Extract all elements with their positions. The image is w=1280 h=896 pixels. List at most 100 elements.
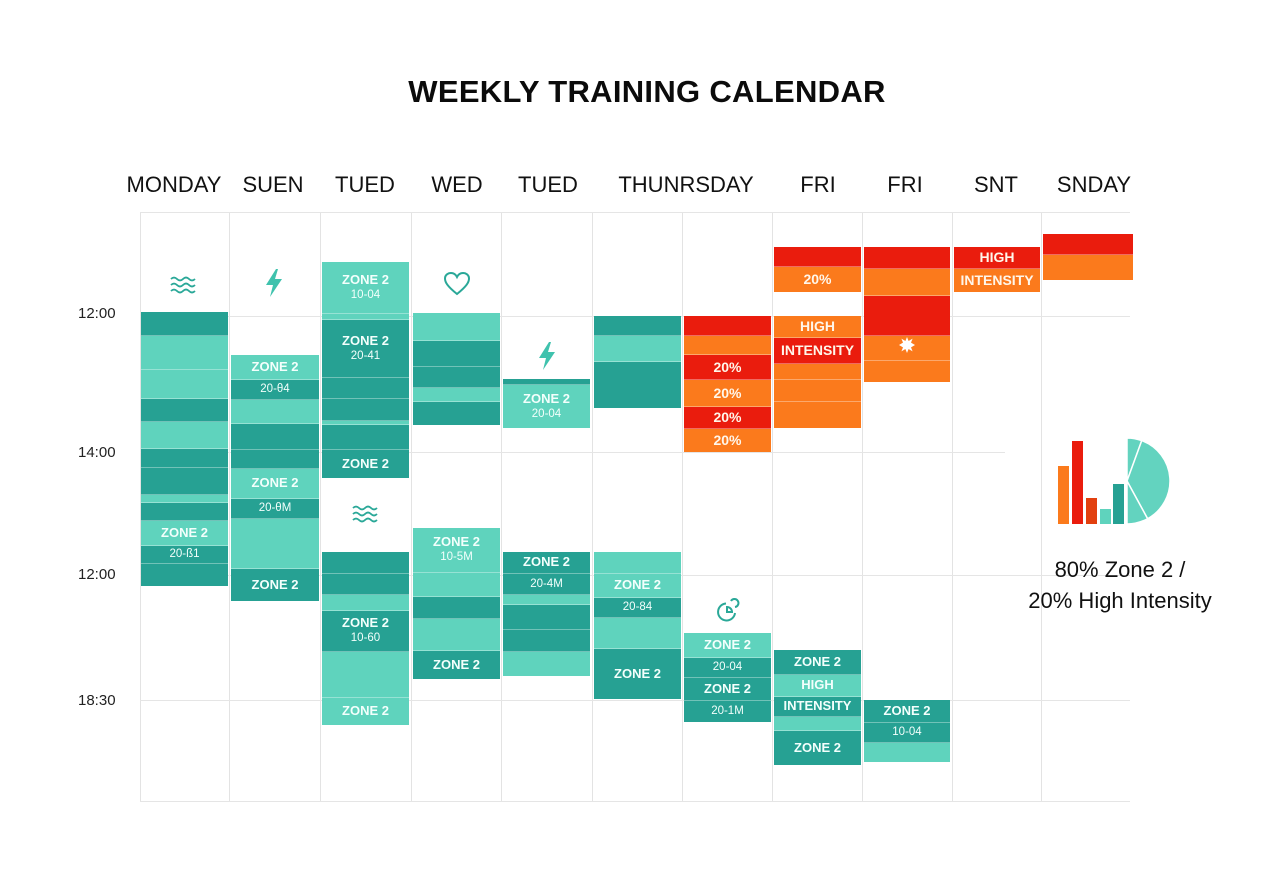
time-label: 18:30	[78, 692, 116, 709]
block-segment	[594, 618, 681, 649]
high-intensity-session-block[interactable]: HIGH INTENSITY	[774, 316, 861, 428]
zone2-session-block[interactable]: ZONE 2 20-04	[503, 379, 590, 428]
block-segment: INTENSITY	[774, 338, 861, 364]
block-segment	[141, 399, 228, 422]
segment-label: ZONE 2	[794, 739, 841, 755]
block-segment	[594, 362, 681, 408]
block-segment	[322, 425, 409, 450]
day-header: TUED	[335, 172, 395, 197]
day-header: SNT	[974, 172, 1018, 197]
block-segment: ZONE 2	[684, 633, 771, 658]
block-segment	[684, 316, 771, 336]
zone2-session-block[interactable]	[413, 313, 500, 425]
segment-label: INTENSITY	[783, 698, 852, 714]
grid-column-line	[592, 212, 593, 802]
grid-column-line	[140, 212, 141, 802]
waves-icon	[168, 274, 198, 296]
zone2-session-block[interactable]	[594, 316, 681, 408]
zone2-session-block[interactable]: ZONE 2 HIGH INTENSITY ZONE 2	[774, 650, 861, 765]
zone2-session-block[interactable]: ZONE 2 20-84 ZONE 2	[594, 552, 681, 699]
high-intensity-session-block[interactable]	[864, 247, 950, 382]
summary-chart	[1000, 430, 1240, 535]
block-segment: ZONE 2	[231, 355, 319, 380]
grid-column-line	[411, 212, 412, 802]
block-segment: ZONE 2	[141, 521, 228, 546]
segment-label: HIGH	[800, 318, 835, 335]
segment-sublabel: 20-ß1	[169, 548, 200, 561]
zone2-session-block[interactable]: ZONE 2 10-5M ZONE 2	[413, 528, 500, 679]
block-segment: ZONE 2 10-60	[322, 611, 409, 652]
segment-label: 20%	[713, 384, 742, 401]
block-segment	[413, 619, 500, 651]
segment-label: ZONE 2	[342, 615, 389, 631]
high-intensity-session-block[interactable]: 20% 20% 20% 20%	[684, 316, 771, 452]
block-segment	[503, 379, 590, 385]
segment-label: HIGH	[801, 677, 834, 693]
segment-label: ZONE 2	[704, 680, 751, 696]
block-segment: ZONE 2	[594, 574, 681, 598]
block-segment: ZONE 2 10-5M	[413, 528, 500, 573]
high-intensity-session-block[interactable]: HIGH INTENSITY	[954, 247, 1040, 292]
block-segment	[774, 247, 861, 267]
zone2-session-block[interactable]: ZONE 2 20-04 ZONE 2 20-1M	[684, 633, 771, 722]
segment-label: 20%	[713, 358, 742, 375]
block-segment: ZONE 2 10-04	[322, 262, 409, 314]
segment-label: HIGH	[979, 249, 1015, 266]
zone2-session-block[interactable]: ZONE 2 20-θ4 ZONE 2 20-θM ZONE 2	[231, 355, 319, 601]
burst-icon	[899, 337, 915, 358]
block-segment: 20%	[684, 407, 771, 429]
block-segment: 20%	[774, 267, 861, 292]
block-segment: ZONE 2	[684, 678, 771, 701]
segment-label: ZONE 2	[433, 534, 480, 550]
block-segment	[141, 422, 228, 449]
block-segment: 20-θ4	[231, 380, 319, 400]
block-segment: ZONE 2	[594, 649, 681, 699]
segment-sublabel: 20-84	[622, 601, 653, 614]
block-segment	[774, 402, 861, 428]
zone2-session-block[interactable]: ZONE 2 20-4M	[503, 552, 590, 676]
segment-sublabel: 20-1M	[711, 705, 744, 718]
segment-label: ZONE 2	[342, 455, 389, 471]
segment-label: ZONE 2	[794, 653, 841, 669]
segment-label: 20%	[713, 409, 742, 426]
summary-line-1: 80% Zone 2 /	[1054, 557, 1186, 582]
block-segment	[503, 605, 590, 630]
block-segment: 20-ß1	[141, 546, 228, 564]
segment-label: ZONE 2	[342, 271, 389, 287]
zone2-session-block[interactable]: ZONE 2 10-04 ZONE 2 20-41 ZONE 2	[322, 262, 409, 478]
grid-column-line	[772, 212, 773, 802]
block-segment	[413, 313, 500, 341]
block-segment: ZONE 2	[413, 651, 500, 679]
block-segment	[503, 595, 590, 605]
grid-row-line	[140, 700, 1130, 701]
day-header: MONDAY	[126, 172, 222, 197]
block-segment: ZONE 2	[774, 650, 861, 675]
grid-column-line	[501, 212, 502, 802]
block-segment	[864, 269, 950, 296]
grid-row-line	[140, 452, 1005, 453]
segment-sublabel: 10-04	[892, 726, 922, 739]
block-segment: 20%	[684, 355, 771, 380]
block-segment	[231, 519, 319, 569]
block-segment	[594, 336, 681, 362]
high-intensity-session-block[interactable]: 20%	[774, 247, 861, 292]
block-segment	[141, 495, 228, 503]
block-segment	[322, 421, 409, 425]
time-label: 12:00	[78, 566, 116, 583]
grid-column-line	[952, 212, 953, 802]
zone2-session-block[interactable]: ZONE 2 10-60 ZONE 2	[322, 552, 409, 725]
block-segment	[141, 336, 228, 370]
grid-row-line	[140, 212, 1130, 213]
block-segment	[322, 574, 409, 595]
segment-label: ZONE 2	[614, 665, 661, 681]
block-segment: ZONE 2 20-04	[503, 385, 590, 428]
segment-label: INTENSITY	[960, 272, 1034, 289]
summary-line-2: 20% High Intensity	[1028, 588, 1212, 613]
zone2-session-block[interactable]: ZONE 2 20-ß1	[141, 312, 228, 598]
zone2-session-block[interactable]: ZONE 2 10-04	[864, 700, 950, 762]
block-segment	[141, 370, 228, 399]
high-intensity-session-block[interactable]	[1043, 234, 1133, 280]
segment-label: ZONE 2	[251, 576, 299, 592]
lightning-icon	[535, 341, 559, 371]
block-segment: 10-04	[864, 723, 950, 743]
